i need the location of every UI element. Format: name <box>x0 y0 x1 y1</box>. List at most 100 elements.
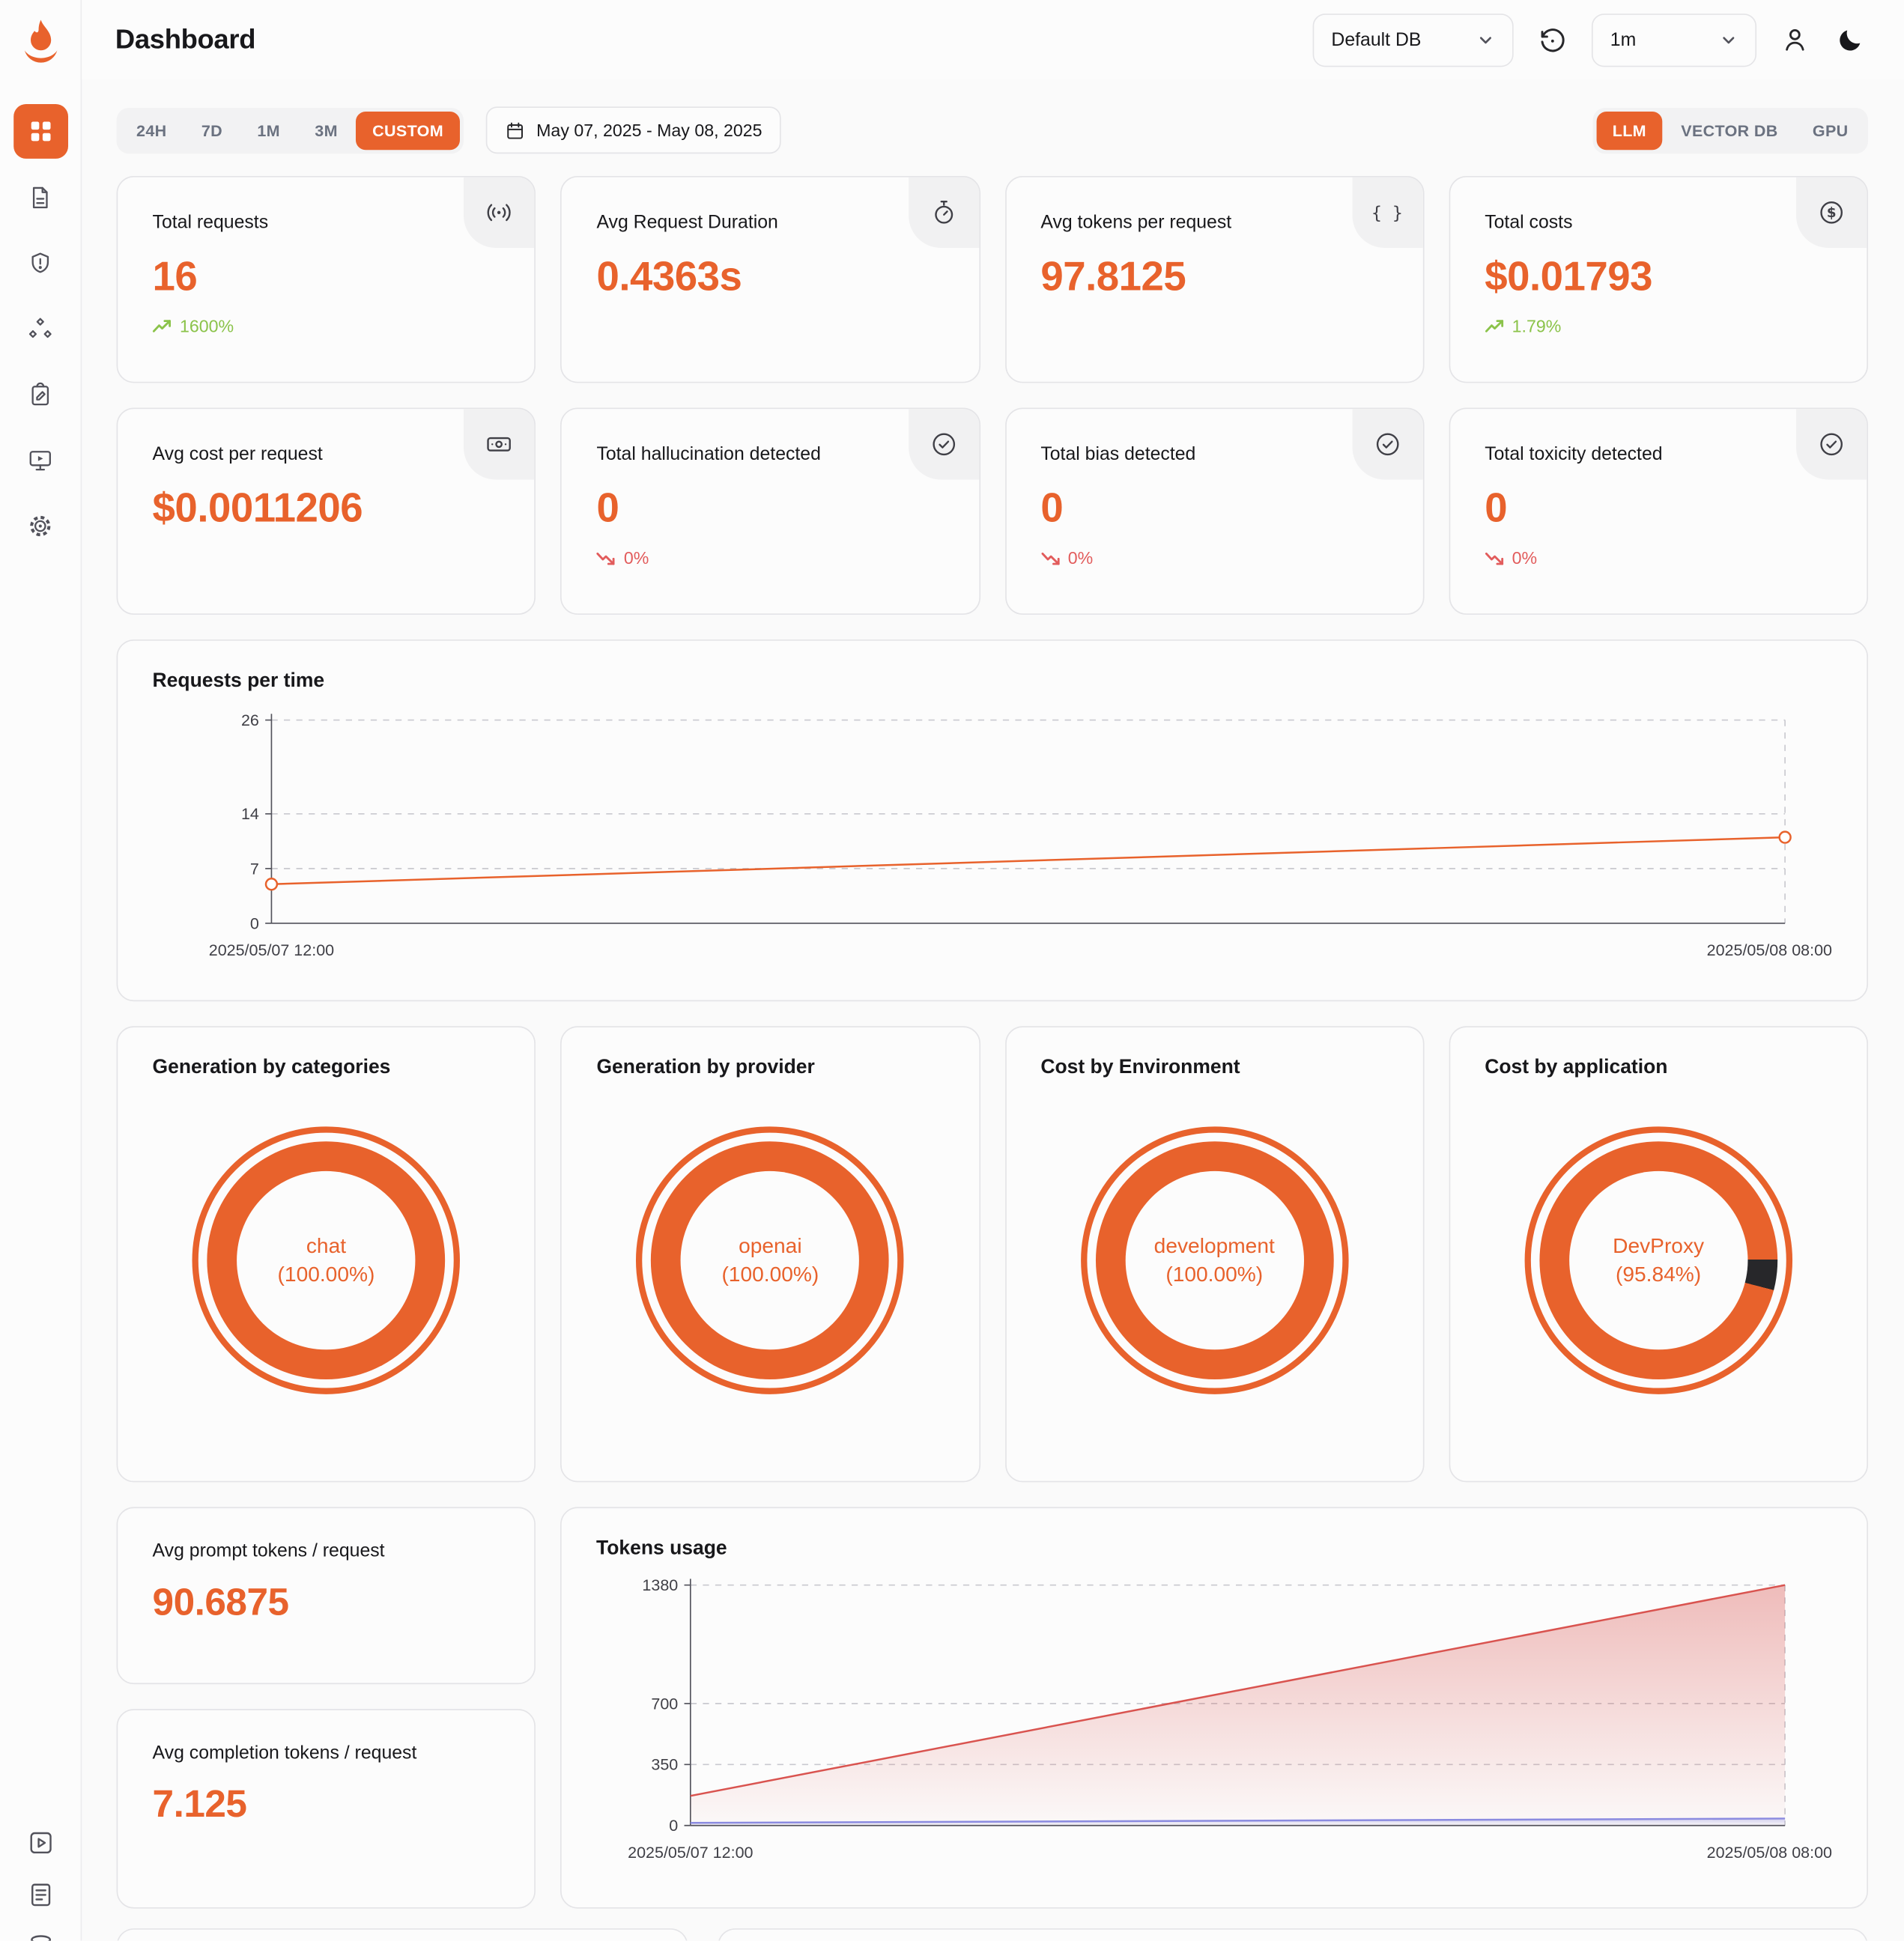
svg-text:$: $ <box>1827 205 1837 221</box>
stat-badge: $ <box>1796 177 1867 248</box>
stat-title: Total hallucination detected <box>596 443 821 465</box>
chevron-down-icon <box>1479 36 1491 43</box>
stat-delta-value: 0% <box>1067 547 1094 568</box>
app-logo-flame-icon[interactable] <box>16 15 65 67</box>
sidebar-item-requests[interactable] <box>13 170 67 225</box>
stat-value: 0.4363s <box>596 252 742 299</box>
check-circle-icon <box>932 433 955 456</box>
stat-title: Avg completion tokens / request <box>152 1742 417 1764</box>
database-select[interactable]: Default DB <box>1312 13 1514 67</box>
stat-card-hallucination: Total hallucination detected 0 0% <box>560 407 980 615</box>
donut-ring: development (100.00%) <box>1080 1126 1348 1394</box>
stat-delta-value: 1600% <box>179 316 234 336</box>
donut-center-pct: (100.00%) <box>721 1262 819 1287</box>
trend-up-icon <box>1485 319 1503 332</box>
pie-title: Cost by Environment <box>1040 1057 1240 1078</box>
sidebar-item-docs[interactable] <box>24 1879 56 1911</box>
interval-select[interactable]: 1m <box>1591 13 1757 67</box>
moon-icon <box>1840 29 1861 50</box>
tab-gpu[interactable]: GPU <box>1796 111 1864 149</box>
avg-completion-tokens-card: Avg completion tokens / request 7.125 <box>116 1709 536 1909</box>
flame-icon <box>23 19 57 63</box>
traces-route-icon <box>28 317 52 338</box>
stat-delta: 0% <box>596 547 944 568</box>
stat-value: 97.8125 <box>1040 252 1186 299</box>
stat-grid: Total requests 16 1600% Avg Request Dura… <box>116 176 1869 615</box>
exceptions-shield-icon <box>31 252 49 273</box>
svg-text:2025/05/08 08:00: 2025/05/08 08:00 <box>1707 1844 1832 1862</box>
time-range-tabs: 24H 7D 1M 3M CUSTOM <box>116 107 464 154</box>
mode-tabs: LLM VECTOR DB GPU <box>1592 107 1869 154</box>
partial-card <box>116 1928 688 1941</box>
dollar-circle-icon: $ <box>1820 201 1843 224</box>
tab-vector-db[interactable]: VECTOR DB <box>1665 111 1794 149</box>
stat-card-avg-tokens: { } Avg tokens per request 97.8125 <box>1004 176 1425 383</box>
radio-icon <box>487 204 512 222</box>
donut-center-label: DevProxy <box>1613 1233 1705 1257</box>
bottom-grid: Avg prompt tokens / request 90.6875 Avg … <box>116 1507 1869 1909</box>
braces-icon: { } <box>1372 203 1402 222</box>
donut-chart: openai (100.00%) <box>651 1141 890 1379</box>
stat-badge <box>908 409 979 480</box>
svg-text:2025/05/07 12:00: 2025/05/07 12:00 <box>628 1844 753 1862</box>
tab-3m[interactable]: 3M <box>299 111 354 149</box>
database-select-value: Default DB <box>1331 28 1422 51</box>
pie-card-categories: Generation by categories chat (100.00%) <box>116 1026 536 1483</box>
banknote-icon <box>487 437 512 452</box>
sidebar-item-exceptions[interactable] <box>13 235 67 290</box>
tab-llm[interactable]: LLM <box>1596 111 1663 150</box>
requests-file-icon <box>32 186 48 208</box>
svg-text:350: 350 <box>651 1756 678 1774</box>
pie-card-provider: Generation by provider openai (100.00%) <box>560 1026 980 1483</box>
donut-center: development (100.00%) <box>1125 1170 1304 1350</box>
tab-custom[interactable]: CUSTOM <box>356 111 460 150</box>
stat-badge <box>464 409 535 480</box>
date-range-picker[interactable]: May 07, 2025 - May 08, 2025 <box>485 106 781 154</box>
donut-center-label: chat <box>306 1233 347 1257</box>
stat-value: $0.0011206 <box>152 485 363 531</box>
interval-select-value: 1m <box>1610 28 1637 51</box>
tokens-area-chart: 0 350 700 1380 2025/05/07 12:00 2025/05/08 08… <box>596 1565 1832 1872</box>
playground-monitor-icon <box>29 450 51 470</box>
sidebar <box>0 0 82 1941</box>
tokens-usage-card: Tokens usage 0 350 700 1380 2025/05/07 12:00… <box>560 1507 1869 1909</box>
tab-24h[interactable]: 24H <box>121 111 183 149</box>
requests-chart-title: Requests per time <box>152 670 325 692</box>
stat-value: 0 <box>1040 485 1064 531</box>
sidebar-bottom <box>24 1827 56 1941</box>
sidebar-item-database[interactable] <box>24 1931 56 1941</box>
svg-text:0: 0 <box>669 1817 678 1835</box>
stat-title: Total toxicity detected <box>1485 443 1663 465</box>
sidebar-item-demo[interactable] <box>24 1827 56 1859</box>
donut-chart: chat (100.00%) <box>207 1141 446 1379</box>
stat-value: 16 <box>152 252 198 299</box>
trend-up-icon <box>152 319 172 332</box>
main: Dashboard Default DB 1m <box>82 0 1904 1941</box>
svg-text:2025/05/07 12:00: 2025/05/07 12:00 <box>209 941 334 959</box>
donut-center-pct: (100.00%) <box>277 1262 375 1287</box>
content: 24H 7D 1M 3M CUSTOM May 07, 2025 - May 0… <box>82 79 1904 1941</box>
check-circle-icon <box>1376 433 1399 456</box>
donut-chart: development (100.00%) <box>1095 1141 1334 1379</box>
sidebar-item-dashboard[interactable] <box>13 104 68 159</box>
user-icon <box>1786 28 1804 51</box>
sidebar-item-evaluations[interactable] <box>13 367 67 422</box>
profile-button[interactable] <box>1777 22 1812 57</box>
donut-chart: DevProxy (95.84%) <box>1539 1141 1777 1379</box>
sidebar-item-traces[interactable] <box>13 301 67 356</box>
stat-badge <box>1796 409 1867 480</box>
svg-text:26: 26 <box>241 711 259 729</box>
chevron-down-icon <box>1723 36 1735 43</box>
tab-7d[interactable]: 7D <box>185 111 238 149</box>
date-range-label: May 07, 2025 - May 08, 2025 <box>536 120 762 141</box>
svg-text:0: 0 <box>250 914 259 932</box>
sidebar-item-playground[interactable] <box>13 433 67 487</box>
refresh-history-button[interactable] <box>1535 22 1571 58</box>
donut-center: chat (100.00%) <box>237 1170 416 1350</box>
tab-1m[interactable]: 1M <box>241 111 297 149</box>
sidebar-item-settings[interactable] <box>13 498 67 553</box>
theme-toggle-button[interactable] <box>1834 23 1867 57</box>
check-circle-icon <box>1820 433 1843 456</box>
svg-text:1380: 1380 <box>642 1576 678 1594</box>
